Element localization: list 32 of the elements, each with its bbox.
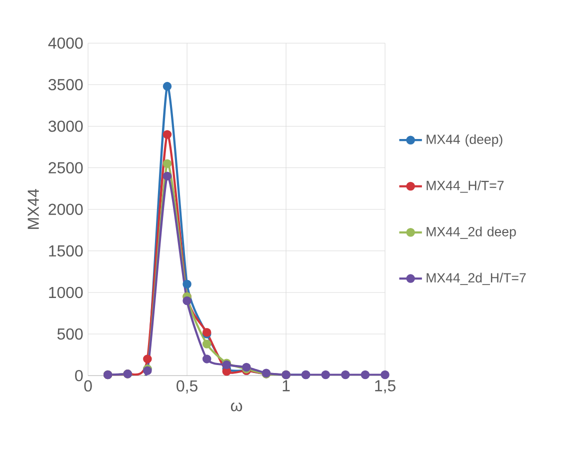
legend-label: MX44 (deep) [426, 134, 502, 146]
point [162, 82, 172, 90]
y-tick-label: 0 [75, 370, 83, 382]
legend-label: MX44_2d_H/T=7 [426, 272, 526, 285]
point [202, 339, 212, 348]
y-tick-label: 4000 [48, 37, 83, 49]
y-tick-label: 3000 [48, 120, 83, 132]
y-axis-title: MX44 [28, 188, 39, 229]
point [341, 370, 350, 379]
x-tick-label: 1,5 [375, 380, 396, 394]
y-tick-label: 1000 [49, 286, 83, 298]
point [162, 171, 172, 180]
legend-label: MX44_2d deep [426, 226, 516, 239]
legend-label: MX44_H/T=7 [426, 180, 504, 193]
x-tick-label: 1 [282, 380, 290, 392]
point [380, 370, 390, 379]
point [162, 130, 172, 139]
y-tick-label: 2500 [48, 162, 83, 174]
x-axis-title: ω [230, 402, 242, 412]
point [143, 354, 152, 364]
y-tick-label: 1500 [49, 245, 83, 256]
x-tick-label: 0 [84, 380, 92, 392]
point [202, 354, 212, 364]
point [162, 159, 172, 168]
point [182, 280, 192, 288]
point [321, 370, 330, 379]
point [360, 370, 370, 379]
x-tick-label: 0,5 [176, 380, 198, 394]
y-tick-label: 3500 [48, 78, 83, 90]
y-tick-label: 2000 [48, 203, 83, 215]
y-tick-label: 500 [57, 328, 83, 340]
point [182, 296, 192, 305]
